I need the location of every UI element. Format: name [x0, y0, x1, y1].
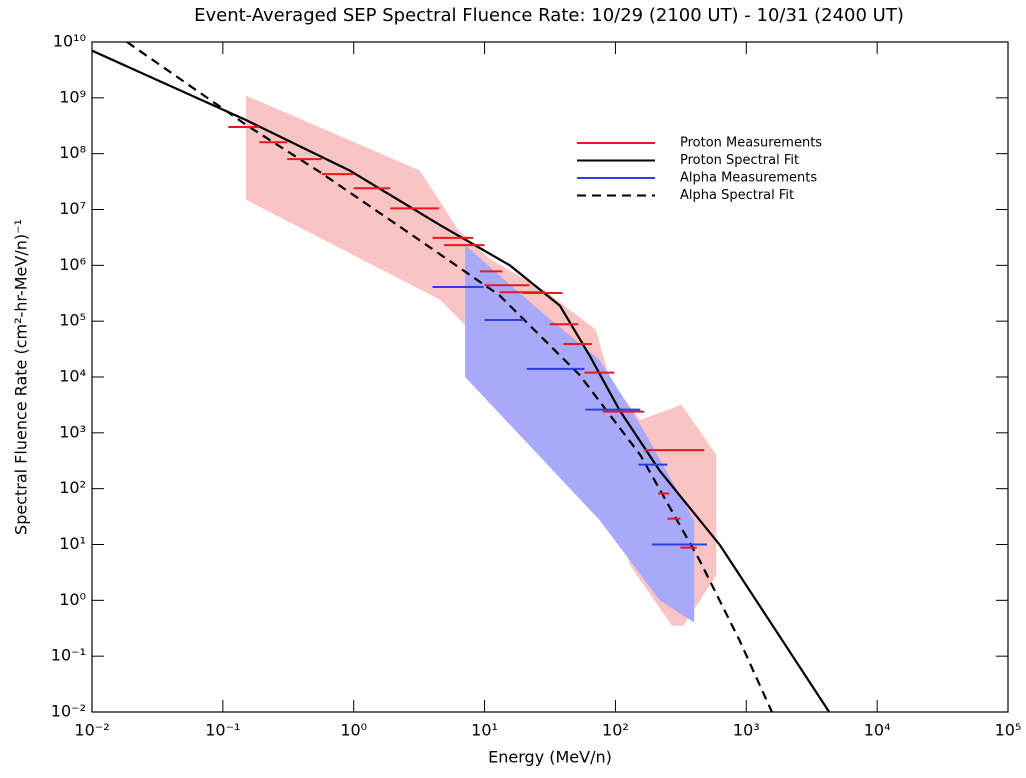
- y-tick-label: 10⁷: [59, 199, 86, 218]
- y-tick-label: 10³: [59, 422, 86, 441]
- plot-area: [92, 42, 831, 712]
- y-tick-label: 10¹: [59, 534, 86, 553]
- y-tick-label: 10¹⁰: [53, 32, 86, 51]
- x-tick-label: 10²: [602, 721, 629, 740]
- legend-label: Alpha Measurements: [680, 171, 817, 186]
- axes: 10⁻² 10⁻¹ 10⁰ 10¹ 10² 10³ 10⁴ 10⁵ 10⁻² 10⁻¹ 10⁰ 10¹…: [51, 32, 1022, 740]
- x-axis-label: Energy (MeV/n): [488, 748, 612, 767]
- fit-line: [126, 42, 773, 712]
- x-tick-label: 10⁵: [995, 721, 1022, 740]
- y-tick-label: 10⁸: [59, 143, 86, 162]
- x-tick-label: 10³: [733, 721, 760, 740]
- y-tick-label: 10⁴: [59, 367, 86, 386]
- uncertainty-band: [245, 95, 717, 626]
- legend-label: Alpha Spectral Fit: [680, 188, 794, 203]
- y-tick-label: 10⁹: [59, 87, 86, 106]
- x-tick-label: 10⁻²: [74, 721, 109, 740]
- legend-label: Proton Spectral Fit: [680, 153, 799, 168]
- x-tick-label: 10¹: [471, 721, 498, 740]
- x-tick-label: 10⁴: [864, 721, 891, 740]
- y-tick-label: 10⁰: [59, 590, 86, 609]
- y-axis-label: Spectral Fluence Rate (cm²-hr-MeV/n)⁻¹: [12, 219, 31, 535]
- legend-label: Proton Measurements: [680, 136, 822, 151]
- chart-title: Event-Averaged SEP Spectral Fluence Rate…: [194, 5, 904, 26]
- y-tick-label: 10⁻²: [51, 702, 86, 721]
- y-tick-label: 10⁵: [59, 311, 86, 330]
- y-tick-label: 10⁻¹: [51, 646, 86, 665]
- x-tick-label: 10⁰: [340, 721, 367, 740]
- y-tick-label: 10²: [59, 478, 86, 497]
- uncertainty-band: [465, 245, 695, 623]
- x-tick-label: 10⁻¹: [205, 721, 240, 740]
- fit-line: [92, 49, 831, 712]
- y-tick-label: 10⁶: [59, 255, 86, 274]
